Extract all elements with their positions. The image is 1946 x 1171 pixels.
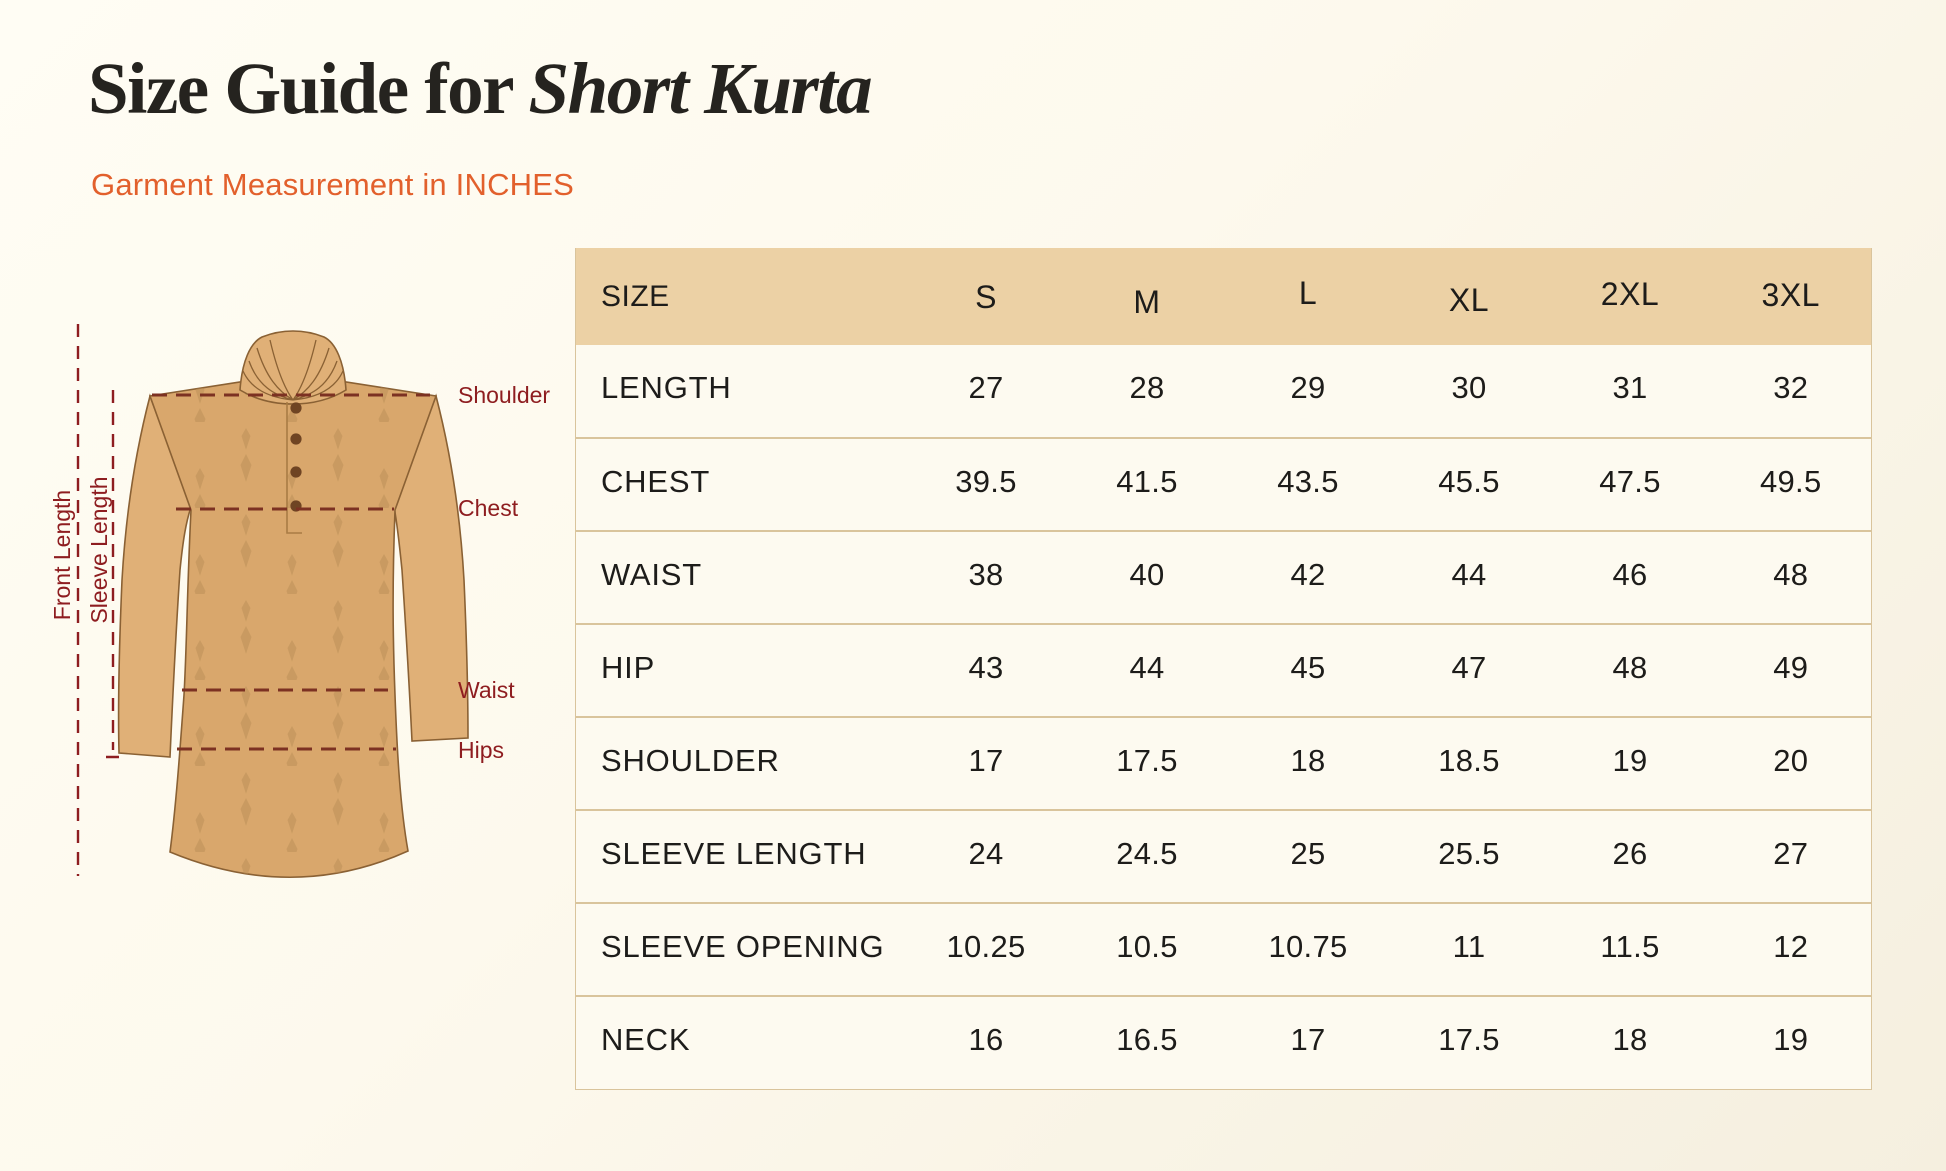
size-header-2xl: 2XL <box>1549 248 1711 345</box>
measurement-value-cell: 44 <box>1129 649 1165 685</box>
measurement-row-label: SHOULDER <box>601 742 780 778</box>
measurement-row: SLEEVE LENGTH 24 24.5 25 25.5 26 27 <box>575 810 1872 903</box>
measurement-value-cell: 45 <box>1290 649 1326 685</box>
measurement-row: HIP 43 44 45 47 48 49 <box>575 624 1872 717</box>
measurement-row: CHEST 39.5 41.5 43.5 45.5 47.5 49.5 <box>575 438 1872 531</box>
measurement-value-cell: 17.5 <box>1116 742 1178 778</box>
size-header-xl: XL <box>1388 248 1550 345</box>
measurement-value-cell: 24 <box>968 835 1004 871</box>
measurement-value-cell: 11.5 <box>1600 928 1660 964</box>
measurement-value-cell: 41.5 <box>1116 463 1178 499</box>
measurement-row: NECK 16 16.5 17 17.5 18 19 <box>575 996 1872 1089</box>
measurement-value-cell: 19 <box>1773 1021 1809 1057</box>
measurement-value-cell: 28 <box>1129 370 1165 405</box>
measurement-value-cell: 42 <box>1290 556 1326 592</box>
kurta-illustration: Shoulder Chest Waist Hips Front Length S… <box>49 324 550 879</box>
measurement-value-cell: 43 <box>968 649 1004 685</box>
button <box>290 466 302 478</box>
placket-line <box>286 402 302 534</box>
size-header-l: L <box>1227 248 1389 345</box>
kurta-body-pattern <box>150 382 436 878</box>
measurement-value-cell: 10.75 <box>1268 928 1348 964</box>
measurement-value-cell: 25.5 <box>1438 835 1500 871</box>
sleeve-length-dash-line <box>106 390 120 759</box>
measurement-value-cell: 48 <box>1773 556 1809 592</box>
measurement-value-cell: 16 <box>968 1021 1004 1057</box>
kurta-left-sleeve <box>117 393 192 758</box>
measurement-row-label: LENGTH <box>601 370 732 405</box>
sleeve-length-label: Sleeve Length <box>86 476 112 623</box>
measurement-value-cell: 18 <box>1290 742 1326 778</box>
size-chart-header: SIZE S M L XL 2XL 3XL <box>575 248 1872 345</box>
kurta-collar <box>239 330 347 405</box>
measurement-value-cell: 29 <box>1290 370 1326 405</box>
measurement-value-cell: 30 <box>1451 370 1487 405</box>
page-subtitle: Garment Measurement in INCHES <box>91 167 575 202</box>
measurement-row-label: SLEEVE OPENING <box>601 928 885 964</box>
measurement-value-cell: 27 <box>968 370 1004 405</box>
measurement-value-cell: 47 <box>1451 649 1487 685</box>
measurement-value-cell: 17 <box>1290 1021 1326 1057</box>
measurement-value-cell: 10.25 <box>946 928 1026 964</box>
measurement-value-cell: 18.5 <box>1438 742 1500 778</box>
measurement-value-cell: 24.5 <box>1116 835 1178 871</box>
kurta-measurement-diagram: Shoulder Chest Waist Hips Front Length S… <box>40 250 560 950</box>
measurement-value-cell: 12 <box>1773 928 1809 964</box>
size-header-3xl: 3XL <box>1710 248 1872 345</box>
kurta-right-sleeve <box>393 393 469 742</box>
measurement-value-cell: 10.5 <box>1116 928 1178 964</box>
measurement-value-cell: 17.5 <box>1438 1021 1500 1057</box>
measurement-value-cell: 49 <box>1773 649 1809 685</box>
size-column-header: SIZE <box>575 248 906 345</box>
measurement-value-cell: 45.5 <box>1438 463 1500 499</box>
measurement-value-cell: 25 <box>1290 835 1326 871</box>
measurement-value-cell: 11 <box>1452 928 1486 964</box>
size-header-s: S <box>905 248 1067 345</box>
measurement-value-cell: 46 <box>1612 556 1648 592</box>
measurement-value-cell: 16.5 <box>1116 1021 1178 1057</box>
measurement-value-cell: 39.5 <box>955 463 1017 499</box>
measurement-row-label: SLEEVE LENGTH <box>601 835 867 871</box>
measurement-row-label: HIP <box>601 649 656 685</box>
size-chart-body: LENGTH 27 28 29 30 31 32 CHEST 39.5 41.5 43.5 45.5 4… <box>575 345 1872 1089</box>
button <box>290 433 302 445</box>
measurement-value-cell: 19 <box>1612 742 1648 778</box>
hips-label: Hips <box>458 737 504 763</box>
size-chart-table: SIZE S M L XL 2XL 3XL LENGTH 27 28 29 30 31 32 CHEST 3… <box>575 248 1872 1090</box>
measurement-value-cell: 18 <box>1612 1021 1648 1057</box>
page-title: Size Guide for Short Kurta <box>88 52 873 125</box>
page-title-regular: Size Guide for <box>88 48 529 129</box>
measurement-value-cell: 47.5 <box>1599 463 1661 499</box>
measurement-value-cell: 40 <box>1129 556 1165 592</box>
shoulder-label: Shoulder <box>458 382 550 408</box>
measurement-row: SLEEVE OPENING 10.25 10.5 10.75 11 11.5 12 <box>575 903 1872 996</box>
measurement-value-cell: 44 <box>1451 556 1487 592</box>
measurement-row: LENGTH 27 28 29 30 31 32 <box>575 345 1872 438</box>
front-length-label: Front Length <box>49 490 75 620</box>
measurement-row: WAIST 38 40 42 44 46 48 <box>575 531 1872 624</box>
measurement-value-cell: 17 <box>968 742 1004 778</box>
measurement-row-label: NECK <box>601 1021 691 1057</box>
measurement-value-cell: 38 <box>968 556 1004 592</box>
page-title-garment-name: Short Kurta <box>528 48 873 129</box>
size-header-m: M <box>1066 248 1228 345</box>
measurement-row-label: WAIST <box>601 556 703 592</box>
measurement-value-cell: 31 <box>1612 370 1648 405</box>
measurement-value-cell: 20 <box>1773 742 1809 778</box>
measurement-row-label: CHEST <box>601 463 711 499</box>
button <box>290 402 302 414</box>
measurement-value-cell: 32 <box>1773 370 1809 405</box>
measurement-value-cell: 27 <box>1773 835 1809 871</box>
size-header-row: SIZE S M L XL 2XL 3XL <box>575 248 1872 345</box>
chest-label: Chest <box>458 495 519 521</box>
measurement-value-cell: 43.5 <box>1277 463 1339 499</box>
measurement-value-cell: 49.5 <box>1759 463 1822 499</box>
measurement-value-cell: 26 <box>1612 835 1648 871</box>
collar-pleat-lines <box>242 339 344 401</box>
measurement-value-cell: 48 <box>1612 649 1648 685</box>
waist-label: Waist <box>458 677 515 703</box>
measurement-row: SHOULDER 17 17.5 18 18.5 19 20 <box>575 717 1872 810</box>
